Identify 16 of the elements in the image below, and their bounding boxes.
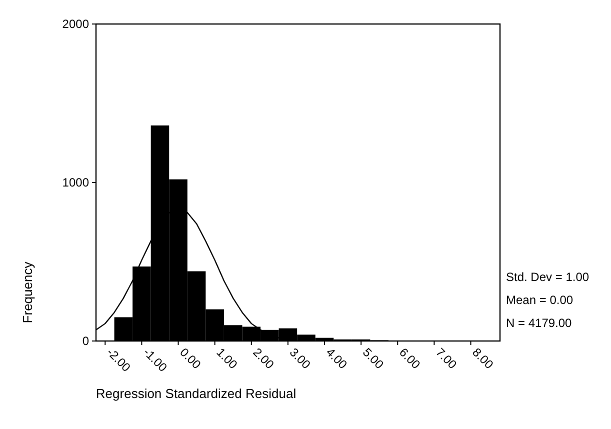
x-tick-label: 3.00 bbox=[286, 345, 314, 372]
y-tick-label: 2000 bbox=[62, 17, 90, 32]
text: Std. Dev = 1.00 bbox=[506, 270, 590, 284]
x-tick-label: 5.00 bbox=[360, 345, 387, 372]
y-tick-label: 0 bbox=[82, 334, 90, 348]
y-axis-title: Frequency bbox=[20, 261, 35, 324]
x-tick-label: 0.00 bbox=[177, 345, 204, 372]
x-tick-label: 6.00 bbox=[396, 345, 424, 372]
y-tick-label: 1000 bbox=[62, 176, 90, 190]
x-tick-label: 4.00 bbox=[323, 345, 350, 372]
x-tick-label: 1.00 bbox=[214, 345, 240, 372]
text: N = 4179.00 bbox=[506, 316, 572, 330]
x-tick-label: 2.00 bbox=[250, 345, 277, 372]
x-tick-label: 8.00 bbox=[470, 345, 496, 372]
text: Mean = 0.00 bbox=[506, 293, 574, 308]
x-axis-title: Regression Standardized Residual bbox=[96, 386, 296, 401]
